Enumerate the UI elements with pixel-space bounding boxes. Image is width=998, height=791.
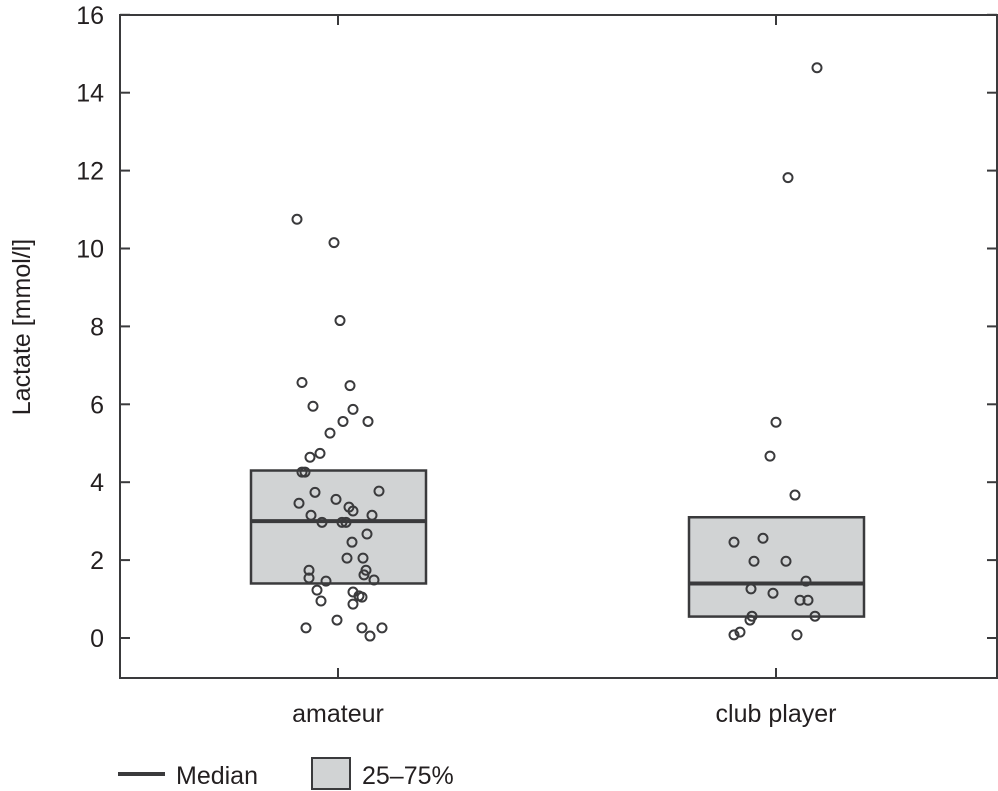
data-point-amateur	[305, 509, 317, 521]
y-tick-label: 8	[90, 313, 104, 341]
data-point-amateur	[347, 505, 359, 517]
data-point-amateur	[357, 552, 369, 564]
data-point-amateur	[337, 415, 349, 427]
x-tick-label-club-player: club player	[716, 700, 837, 728]
y-tick-label: 14	[76, 80, 104, 108]
data-point-amateur	[344, 380, 356, 392]
legend: Median 25–75%	[118, 757, 454, 790]
data-point-amateur	[356, 591, 368, 603]
data-point-club-player	[748, 555, 760, 567]
data-point-amateur	[361, 528, 373, 540]
data-point-club-player	[745, 583, 757, 595]
data-point-amateur	[291, 213, 303, 225]
data-point-club-player	[791, 629, 803, 641]
data-point-amateur	[316, 516, 328, 528]
data-point-amateur	[303, 564, 315, 576]
legend-median-label: Median	[176, 762, 258, 790]
data-point-amateur	[364, 630, 376, 642]
data-point-amateur	[366, 509, 378, 521]
data-point-amateur	[341, 552, 353, 564]
data-point-club-player	[744, 614, 756, 626]
data-point-amateur	[320, 575, 332, 587]
data-point-amateur	[328, 237, 340, 249]
data-point-amateur	[311, 584, 323, 596]
data-point-club-player	[789, 489, 801, 501]
y-axis-label: Lactate [mmol/l]	[8, 239, 36, 415]
data-point-club-player	[770, 416, 782, 428]
data-point-club-player	[782, 172, 794, 184]
data-point-amateur	[296, 376, 308, 388]
y-tick-label: 2	[90, 547, 104, 575]
data-point-amateur	[358, 569, 370, 581]
data-point-amateur	[300, 622, 312, 634]
iqr-box-amateur	[249, 469, 428, 585]
data-point-amateur	[346, 536, 358, 548]
data-point-amateur	[331, 614, 343, 626]
legend-box-swatch	[311, 757, 351, 790]
data-point-amateur	[347, 403, 359, 415]
data-point-club-player	[767, 587, 779, 599]
data-point-amateur	[356, 622, 368, 634]
y-tick-label: 16	[76, 2, 104, 30]
data-point-club-player	[802, 594, 814, 606]
data-point-amateur	[304, 451, 316, 463]
data-point-club-player	[757, 532, 769, 544]
data-point-amateur	[307, 400, 319, 412]
iqr-box-club-player	[687, 516, 866, 618]
data-point-club-player	[728, 536, 740, 548]
legend-box-label: 25–75%	[362, 762, 454, 790]
data-point-amateur	[373, 485, 385, 497]
data-point-amateur	[303, 572, 315, 584]
data-point-amateur	[376, 622, 388, 634]
data-point-club-player	[780, 555, 792, 567]
data-point-amateur	[368, 574, 380, 586]
data-point-amateur	[336, 516, 348, 528]
data-point-amateur	[347, 598, 359, 610]
data-point-amateur	[314, 447, 326, 459]
data-point-amateur	[330, 493, 342, 505]
y-tick-label: 0	[90, 625, 104, 653]
data-point-club-player	[811, 62, 823, 74]
y-tick-label: 10	[76, 236, 104, 264]
y-tick-label: 6	[90, 391, 104, 419]
x-tick-label-amateur: amateur	[292, 700, 384, 728]
y-tick-label: 4	[90, 469, 104, 497]
plot-frame	[119, 14, 998, 679]
data-point-amateur	[324, 427, 336, 439]
data-point-club-player	[800, 575, 812, 587]
data-point-amateur	[309, 486, 321, 498]
data-point-club-player	[734, 626, 746, 638]
data-point-club-player	[764, 450, 776, 462]
data-point-amateur	[293, 497, 305, 509]
data-point-amateur	[315, 595, 327, 607]
data-point-club-player	[728, 629, 740, 641]
data-point-amateur	[299, 466, 311, 478]
data-point-amateur	[334, 315, 346, 327]
data-point-amateur	[362, 415, 374, 427]
data-point-club-player	[809, 610, 821, 622]
data-point-amateur	[340, 516, 352, 528]
y-tick-label: 12	[76, 158, 104, 186]
